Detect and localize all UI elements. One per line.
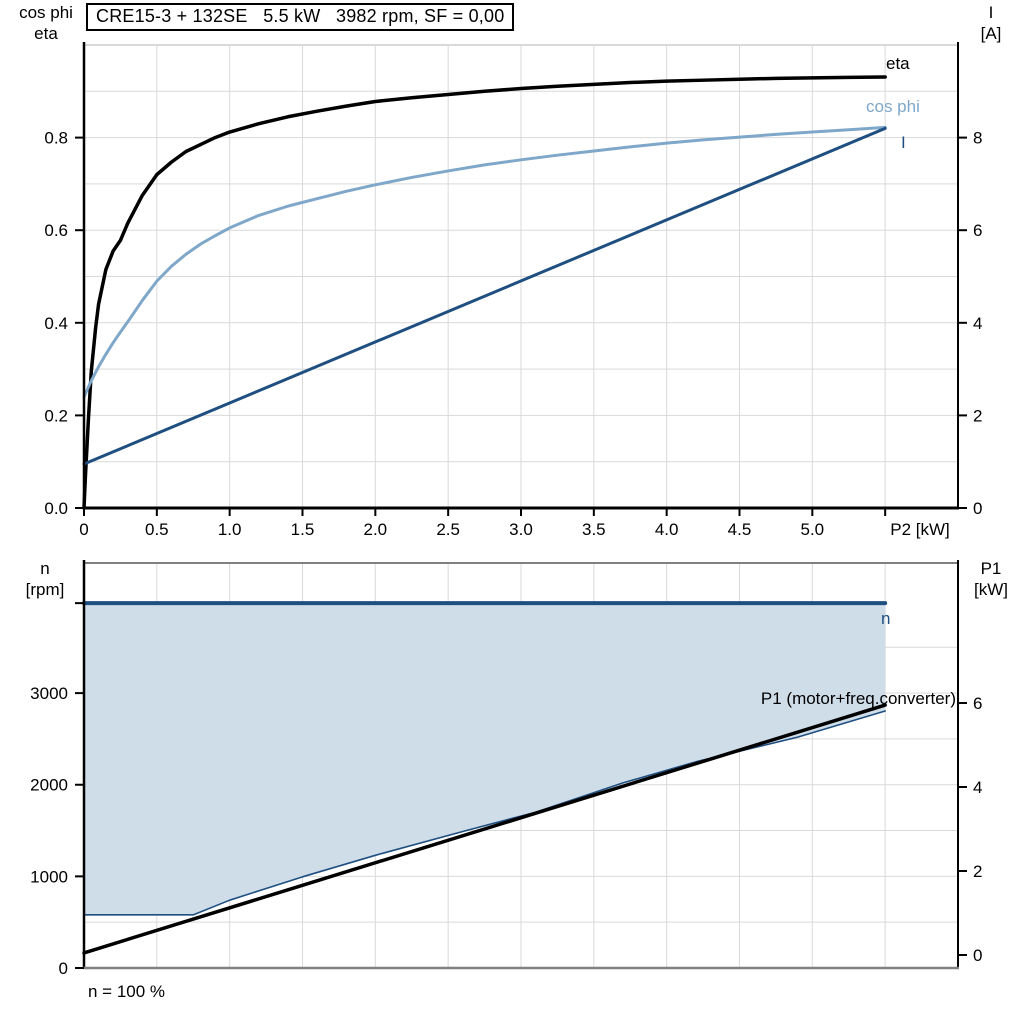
x-tick-label: 5.0	[801, 520, 825, 539]
left-tick-label: 0.8	[44, 129, 68, 148]
left-tick-label: 0.0	[44, 499, 68, 518]
cos-phi-curve-label: cos phi	[866, 97, 920, 116]
x-tick-label: 3.5	[582, 520, 606, 539]
speed-range-area	[84, 603, 886, 915]
x-axis-unit-label: P2 [kW]	[890, 520, 950, 539]
left-tick-label: 0	[59, 959, 68, 978]
left-tick-label: 0.4	[44, 314, 68, 333]
top-left-axis-label-line1: cos phi	[19, 3, 73, 22]
top-right-axis-label-line1: I	[988, 3, 994, 22]
x-tick-label: 2.5	[436, 520, 460, 539]
top-left-axis-label-line2: eta	[34, 24, 58, 43]
bottom-left-axis-label-line1: n	[40, 559, 50, 578]
bottom-right-axis-label-line1: P1	[980, 559, 1002, 578]
x-tick-label: 2.0	[364, 520, 388, 539]
i-curve	[82, 126, 887, 466]
bottom-left-axis-label-line2: [rpm]	[25, 580, 65, 599]
x-tick-label: 0	[79, 520, 88, 539]
left-tick-label: 1000	[30, 867, 68, 886]
x-tick-label: 1.5	[291, 520, 315, 539]
x-tick-label: 4.0	[655, 520, 679, 539]
speed-footnote: n = 100 %	[88, 982, 166, 1001]
chart-title: CRE15-3 + 132SE 5.5 kW 3982 rpm, SF = 0,…	[86, 3, 515, 31]
left-tick-label: 0.2	[44, 406, 68, 425]
left-tick-label: 0.6	[44, 221, 68, 240]
right-tick-label: 0	[973, 946, 982, 965]
x-tick-label: 0.5	[145, 520, 169, 539]
right-tick-label: 8	[973, 129, 982, 148]
right-tick-label: 6	[973, 221, 982, 240]
right-tick-label: 2	[973, 862, 982, 881]
bottom-right-axis-label-line2: [kW]	[974, 580, 1008, 599]
cos-phi-curve	[82, 125, 887, 399]
x-tick-label: 3.0	[509, 520, 533, 539]
x-tick-label: 1.0	[218, 520, 242, 539]
eta-curve	[82, 75, 887, 510]
eta-curve-label: eta	[886, 54, 910, 73]
p1-curve	[82, 703, 887, 955]
speed-curve-label: n	[881, 609, 891, 628]
right-tick-label: 4	[973, 778, 982, 797]
left-tick-label: 2000	[30, 776, 68, 795]
right-tick-label: 6	[973, 694, 982, 713]
right-tick-label: 2	[973, 406, 982, 425]
left-tick-label: 3000	[30, 684, 68, 703]
right-tick-label: 4	[973, 314, 982, 333]
right-tick-label: 0	[973, 499, 982, 518]
x-tick-label: 4.5	[728, 520, 752, 539]
p1-curve-label: P1 (motor+freq.converter)	[760, 689, 956, 708]
current-curve-label: I	[901, 133, 906, 152]
top-right-axis-label-line2: [A]	[980, 24, 1002, 43]
